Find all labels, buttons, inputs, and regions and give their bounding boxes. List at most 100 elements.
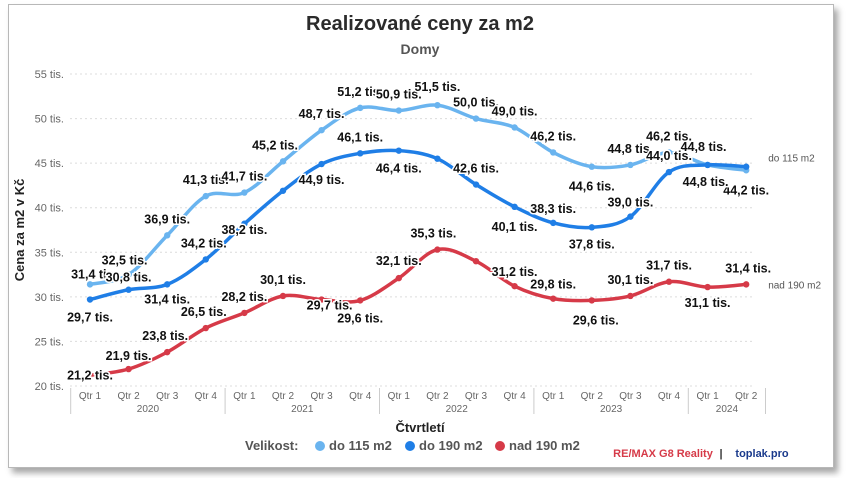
data-label: 38,3 tis. xyxy=(530,202,576,216)
year-label: 2020 xyxy=(137,404,160,415)
credits: RE/MAX G8 Reality | toplak.pro xyxy=(613,448,789,460)
data-label: 31,7 tis. xyxy=(646,259,692,273)
y-tick-label: 40 tis. xyxy=(35,203,64,215)
data-point xyxy=(627,292,634,300)
data-label: 39,0 tis. xyxy=(607,196,653,210)
data-point xyxy=(86,372,94,379)
data-label: 51,2 tis. xyxy=(337,85,383,99)
chart-title: Realizované ceny za m2 xyxy=(306,13,534,35)
x-tick-label: Qtr 2 xyxy=(426,391,449,402)
data-label: 42,6 tis. xyxy=(453,162,499,176)
data-label: 31,4 tis. xyxy=(71,267,117,281)
x-axis-title: Čtvrtletí xyxy=(395,420,445,435)
data-point xyxy=(743,163,750,170)
data-point xyxy=(472,181,480,188)
data-label: 30,1 tis. xyxy=(260,273,306,287)
data-label: 31,1 tis. xyxy=(685,296,731,310)
data-label: 50,9 tis. xyxy=(376,88,422,102)
data-point xyxy=(550,149,557,156)
data-label: 29,8 tis. xyxy=(530,278,576,292)
chart-frame xyxy=(8,4,834,468)
data-label: 50,0 tis. xyxy=(453,96,499,110)
data-point xyxy=(434,102,441,109)
data-label: 44,9 tis. xyxy=(299,173,345,187)
x-tick-label: Qtr 2 xyxy=(735,391,758,402)
data-label: 46,2 tis. xyxy=(530,129,576,143)
data-label: 36,9 tis. xyxy=(144,212,190,226)
x-tick-label: Qtr 2 xyxy=(581,391,604,402)
data-point xyxy=(202,324,209,332)
x-tick-label: Qtr 1 xyxy=(388,391,411,402)
series-line xyxy=(88,247,748,378)
data-label: 44,6 tis. xyxy=(569,180,615,194)
data-point xyxy=(472,115,480,122)
data-point xyxy=(202,256,209,263)
data-label: 44,2 tis. xyxy=(723,183,769,197)
data-point xyxy=(743,281,750,288)
x-tick-label: Qtr 2 xyxy=(117,391,140,402)
data-label: 30,8 tis. xyxy=(106,271,152,285)
data-label: 30,1 tis. xyxy=(607,273,653,287)
legend-marker xyxy=(315,441,325,451)
series-end-label: nad 190 m2 xyxy=(768,280,821,291)
data-label: 46,4 tis. xyxy=(376,162,422,176)
data-label: 44,8 tis. xyxy=(681,140,727,154)
x-tick-label: Qtr 1 xyxy=(79,391,102,402)
data-point xyxy=(357,150,364,157)
data-label: 41,7 tis. xyxy=(221,170,267,184)
data-point xyxy=(164,232,171,239)
x-tick-label: Qtr 1 xyxy=(696,391,719,402)
y-tick-label: 35 tis. xyxy=(35,247,64,259)
data-label: 31,4 tis. xyxy=(725,261,771,275)
credit-toplak: toplak.pro xyxy=(735,448,788,460)
data-point xyxy=(241,220,248,227)
x-tick-label: Qtr 4 xyxy=(195,391,218,402)
legend-marker xyxy=(405,441,415,451)
data-point xyxy=(472,258,480,265)
y-axis-title: Cena za m2 v Kč xyxy=(12,179,27,282)
data-point xyxy=(318,296,325,303)
x-tick-label: Qtr 4 xyxy=(349,391,372,402)
data-label: 44,8 tis. xyxy=(683,175,729,189)
data-label: 32,1 tis. xyxy=(376,254,422,268)
data-point xyxy=(164,348,171,356)
data-label: 46,1 tis. xyxy=(337,130,383,144)
year-label: 2022 xyxy=(446,404,469,415)
data-point xyxy=(318,126,325,134)
data-label: 44,8 tis. xyxy=(607,142,653,156)
data-point xyxy=(550,295,557,302)
data-point xyxy=(86,296,94,303)
credit-remax: RE/MAX G8 Reality xyxy=(613,448,714,460)
series-line xyxy=(88,148,748,302)
data-point xyxy=(434,246,441,253)
year-label: 2021 xyxy=(291,404,314,415)
data-point xyxy=(588,163,595,170)
data-label: 29,7 tis. xyxy=(67,311,113,325)
y-tick-label: 50 tis. xyxy=(35,114,64,126)
series-end-labels: do 115 m2 nad 190 m2 xyxy=(768,153,821,291)
data-label: 34,2 tis. xyxy=(181,236,227,250)
chart-subtitle: Domy xyxy=(401,41,440,57)
y-axis-ticks: 20 tis. 25 tis. 30 tis. 35 tis. 40 tis. 45 ti… xyxy=(35,69,64,393)
data-point xyxy=(395,107,402,114)
data-point xyxy=(511,203,518,211)
y-tick-label: 30 tis. xyxy=(35,292,64,304)
y-tick-label: 25 tis. xyxy=(35,336,64,348)
data-point xyxy=(125,365,132,373)
data-label: 44,0 tis. xyxy=(646,149,692,163)
data-point xyxy=(627,213,634,220)
data-point xyxy=(279,158,287,165)
data-point xyxy=(125,271,132,278)
gridlines xyxy=(70,73,753,387)
legend-item-label: do 190 m2 xyxy=(419,438,483,453)
x-axis-ticks: Qtr 1 Qtr 2 Qtr 3 Qtr 4 Qtr 1 Qtr 2 Qtr 3 Qtr 4… xyxy=(70,388,766,415)
data-point xyxy=(627,161,634,169)
series-line xyxy=(88,103,748,287)
data-point xyxy=(357,297,364,304)
data-point xyxy=(125,286,132,293)
series-lines xyxy=(86,102,750,379)
year-label: 2024 xyxy=(716,404,739,415)
data-point xyxy=(665,278,673,285)
legend-item-label: do 115 m2 xyxy=(329,438,392,453)
